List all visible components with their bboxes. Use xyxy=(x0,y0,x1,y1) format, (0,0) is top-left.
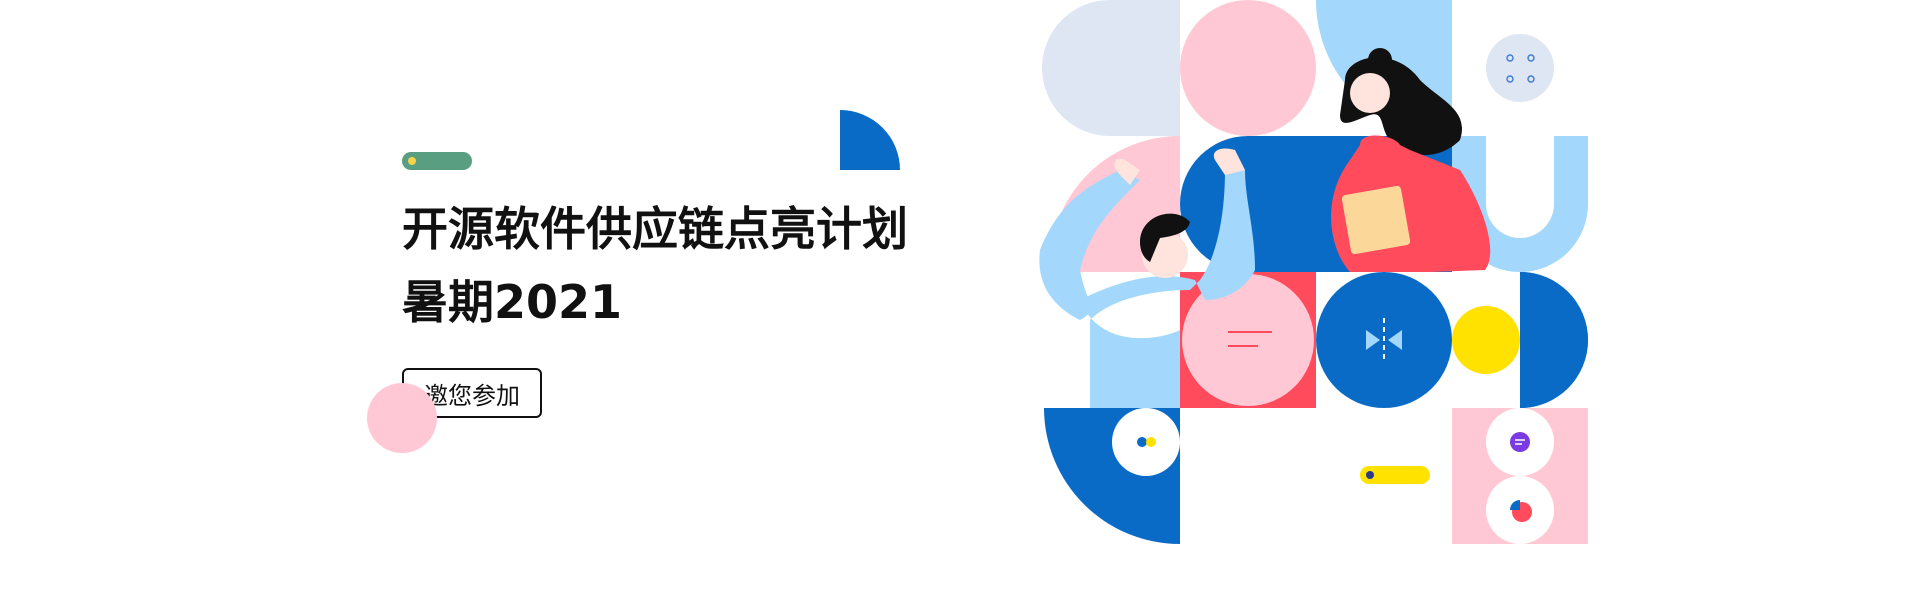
chat-bubble-icon xyxy=(1510,432,1530,452)
woman-character xyxy=(1331,48,1491,272)
lavender-half-circle-tile xyxy=(1042,0,1180,136)
pie-chart-icon xyxy=(1510,500,1532,522)
pill-dot xyxy=(408,157,416,165)
pink-circle-on-red xyxy=(1182,274,1314,406)
title-line-1: 开源软件供应链点亮计划 xyxy=(402,202,908,256)
text-lines-icon xyxy=(1228,331,1272,347)
banner-title: 开源软件供应链点亮计划 暑期2021 xyxy=(402,193,908,339)
split-arrows-icon xyxy=(1366,318,1402,362)
lavender-dot-circle xyxy=(1486,34,1554,102)
man-character xyxy=(1039,148,1255,408)
toggle-icon xyxy=(1137,437,1156,447)
pink-circle-tile xyxy=(1180,0,1316,136)
dots-grid-icon xyxy=(1506,54,1535,83)
yellow-pill xyxy=(1360,466,1430,484)
pill-badge xyxy=(402,152,472,170)
title-line-2: 暑期2021 xyxy=(402,275,623,329)
decorative-circle xyxy=(367,383,437,453)
